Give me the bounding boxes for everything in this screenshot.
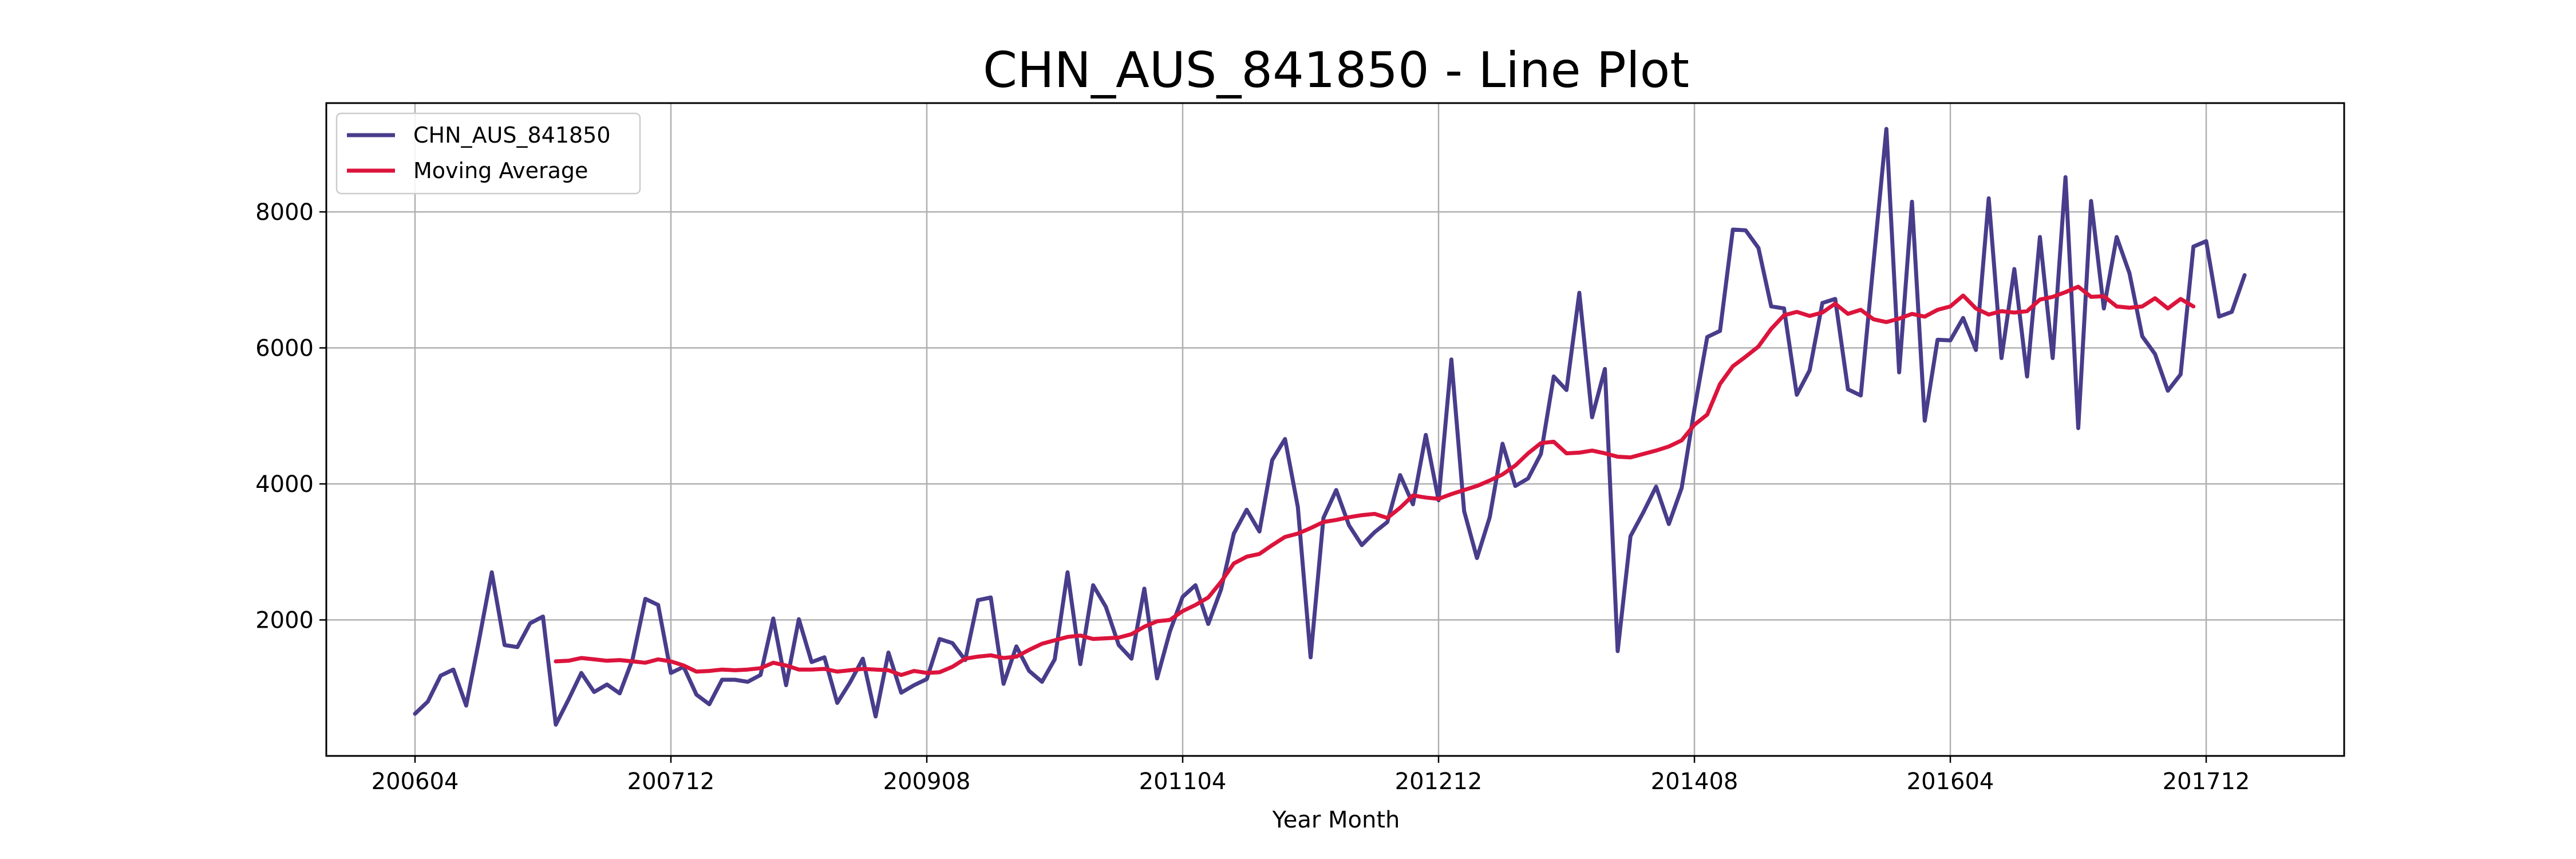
x-tick-label: 201604 (1907, 769, 1994, 795)
x-tick-label: 200712 (627, 769, 715, 795)
plot-frame (325, 102, 2345, 757)
legend-label-series: CHN_AUS_841850 (413, 123, 611, 148)
y-tick-label: 4000 (255, 471, 314, 498)
series-line-moving-average (554, 285, 2196, 677)
legend-label-moving-average: Moving Average (413, 158, 588, 183)
series-line-chn-aus-841850 (413, 127, 2247, 727)
plot-series (413, 127, 2247, 727)
x-tick-label: 201408 (1651, 769, 1739, 795)
grid-lines (326, 103, 2344, 756)
x-tick-label: 200908 (883, 769, 971, 795)
x-axis-ticks: 200604 200712 200908 201104 201212 201408 2016… (372, 756, 2250, 795)
chart-title: CHN_AUS_841850 - Line Plot (983, 42, 1689, 99)
legend: CHN_AUS_841850 Moving Average (335, 112, 641, 195)
y-axis-ticks: 2000 4000 6000 8000 (255, 199, 326, 634)
x-tick-label: 200604 (372, 769, 459, 795)
x-tick-label: 201712 (2163, 769, 2250, 795)
y-tick-label: 6000 (255, 336, 314, 362)
x-axis-title: Year Month (1272, 807, 1400, 833)
x-tick-label: 201104 (1139, 769, 1227, 795)
legend-box (335, 112, 641, 195)
y-tick-label: 8000 (255, 199, 314, 226)
y-tick-label: 2000 (255, 608, 314, 634)
x-tick-label: 201212 (1395, 769, 1483, 795)
